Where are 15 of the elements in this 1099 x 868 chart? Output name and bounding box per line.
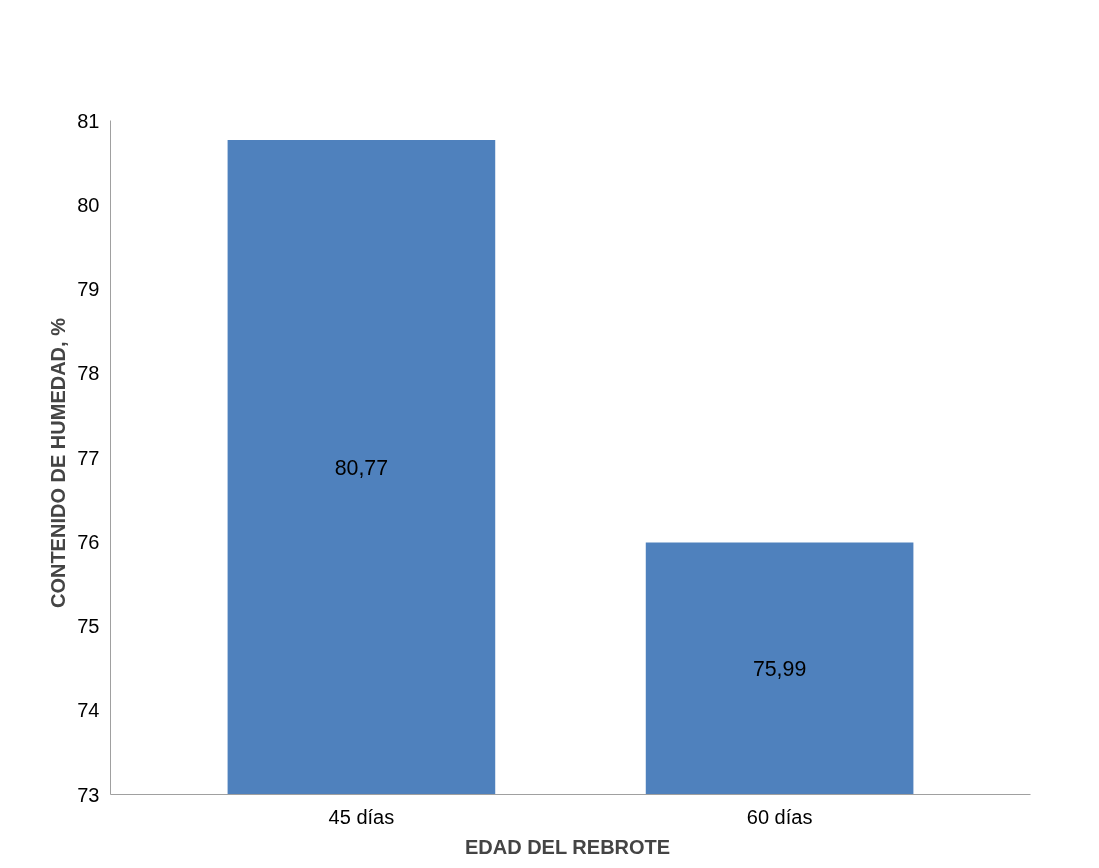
x-axis-title: EDAD DEL REBROTE [464,835,671,858]
y-axis-title: CONTENIDO DE HUMEDAD, % [47,317,70,609]
data-label: 75,99 [752,657,807,682]
data-label: 80,77 [334,455,389,480]
x-tick-label: 45 días [328,805,395,828]
y-tick-label: 77 [77,446,100,469]
y-tick-label: 81 [77,109,100,132]
y-tick-label: 78 [77,362,100,385]
y-tick-label: 74 [77,699,100,722]
y-tick-label: 79 [77,278,100,300]
y-tick-label: 75 [77,615,100,637]
x-tick-label: 60 días [746,805,813,828]
y-tick-label: 76 [77,530,100,553]
y-tick-label: 73 [77,783,100,806]
y-tick-label: 80 [77,193,100,216]
